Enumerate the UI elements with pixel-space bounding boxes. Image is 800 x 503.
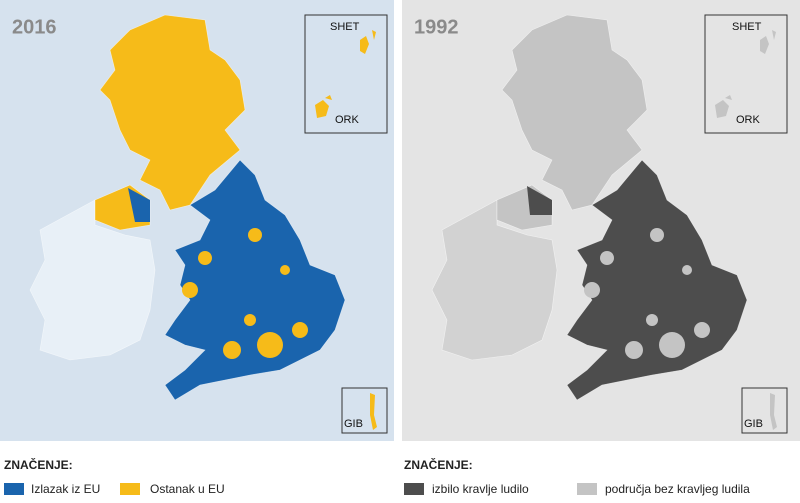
- legend-2016: ZNAČENJE: Izlazak iz EU Ostanak u EU: [4, 457, 225, 496]
- legend-label: izbilo kravlje ludilo: [432, 482, 529, 496]
- panel-2016: 2016 SHET ORK GIB: [0, 0, 394, 441]
- inset-label: GIB: [744, 418, 763, 430]
- legend-label: Ostanak u EU: [150, 482, 225, 496]
- legend-title: ZNAČENJE:: [404, 457, 473, 472]
- shetland: [760, 30, 776, 54]
- orkney: [715, 95, 732, 118]
- legend-label: Izlazak iz EU: [31, 482, 100, 496]
- inset-label: SHET: [732, 21, 762, 33]
- legend-swatch: [120, 483, 140, 495]
- ni-leave: [128, 188, 150, 222]
- inset-box: [341, 387, 388, 434]
- inset-label: ORK: [736, 114, 761, 126]
- legend-label: područja bez kravljeg ludila: [605, 482, 750, 496]
- gibraltar: [770, 393, 777, 430]
- panel-title: 1992: [414, 16, 459, 38]
- orkney: [315, 95, 332, 118]
- legend-swatch: [404, 483, 424, 495]
- legend-1992: ZNAČENJE: izbilo kravlje ludilo područja…: [404, 457, 750, 496]
- legend-swatch: [577, 483, 597, 495]
- inset-label: SHET: [330, 21, 360, 33]
- ni-affected: [527, 186, 552, 215]
- legend-swatch: [4, 483, 24, 495]
- panel-title: 2016: [12, 16, 57, 38]
- gibraltar: [370, 393, 377, 430]
- inset-box: [741, 387, 788, 434]
- legend-title: ZNAČENJE:: [4, 457, 73, 472]
- inset-label: ORK: [335, 114, 360, 126]
- inset-label: GIB: [344, 418, 363, 430]
- inset-box: [304, 14, 388, 134]
- shetland: [360, 30, 376, 54]
- panel-1992: 1992 SHET ORK GIB: [402, 0, 800, 441]
- inset-box: [704, 14, 788, 134]
